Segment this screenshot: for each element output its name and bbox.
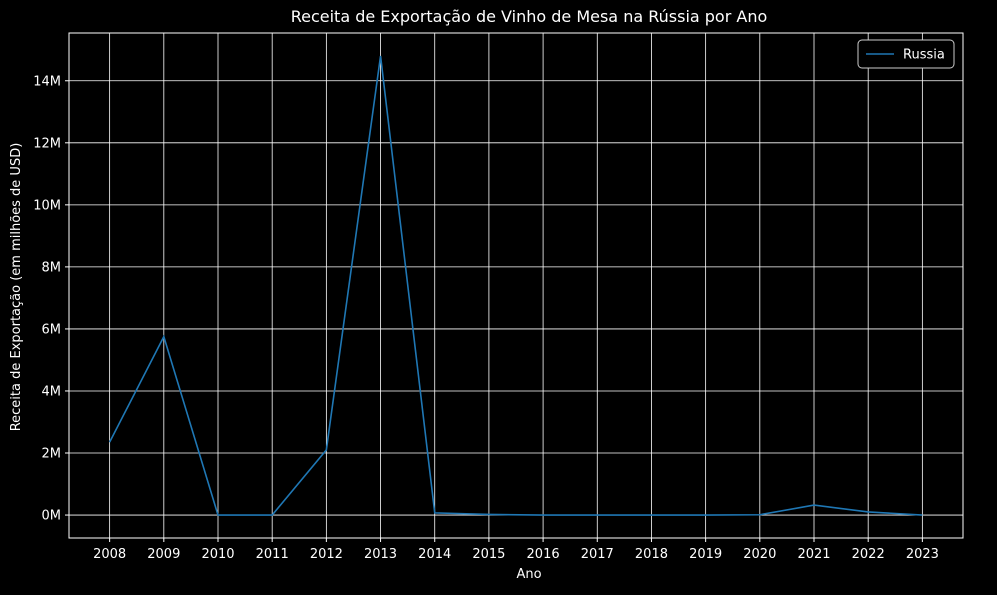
axes: 2008 2009 2010 2011 2012 2013 2014 2015 2016 2017… (33, 33, 963, 562)
x-tick-label: 2012 (310, 547, 343, 562)
y-tick-label: 2M (42, 447, 62, 462)
x-tick-label: 2010 (201, 547, 234, 562)
plot-frame (69, 33, 963, 538)
x-axis-label: Ano (516, 567, 541, 582)
y-tick-label: 4M (42, 384, 62, 399)
x-tick-label: 2019 (689, 547, 722, 562)
x-tick-label: 2008 (93, 547, 126, 562)
x-tick-label: 2016 (527, 547, 560, 562)
y-tick-label: 10M (33, 198, 61, 213)
x-tick-label: 2021 (797, 547, 830, 562)
x-tick-label: 2020 (743, 547, 776, 562)
x-tick-label: 2014 (418, 547, 451, 562)
y-tick-label: 12M (33, 136, 61, 151)
x-tick-label: 2011 (256, 547, 289, 562)
y-tick-label: 8M (42, 260, 62, 275)
x-tick-label: 2013 (364, 547, 397, 562)
grid-lines (69, 33, 963, 538)
x-tick-label: 2015 (472, 547, 505, 562)
x-tick-label: 2023 (906, 547, 939, 562)
series-group (110, 56, 923, 515)
x-tick-label: 2009 (147, 547, 180, 562)
y-axis-label: Receita de Exportação (em milhões de USD… (9, 143, 24, 432)
y-tick-label: 14M (33, 74, 61, 89)
series-line-russia (110, 56, 923, 515)
chart-title: Receita de Exportação de Vinho de Mesa n… (291, 7, 768, 26)
legend: Russia (858, 40, 954, 68)
y-tick-label: 0M (42, 509, 62, 524)
y-tick-label: 6M (42, 322, 62, 337)
x-tick-label: 2022 (852, 547, 885, 562)
x-tick-label: 2017 (581, 547, 614, 562)
legend-label: Russia (903, 48, 945, 63)
x-tick-label: 2018 (635, 547, 668, 562)
